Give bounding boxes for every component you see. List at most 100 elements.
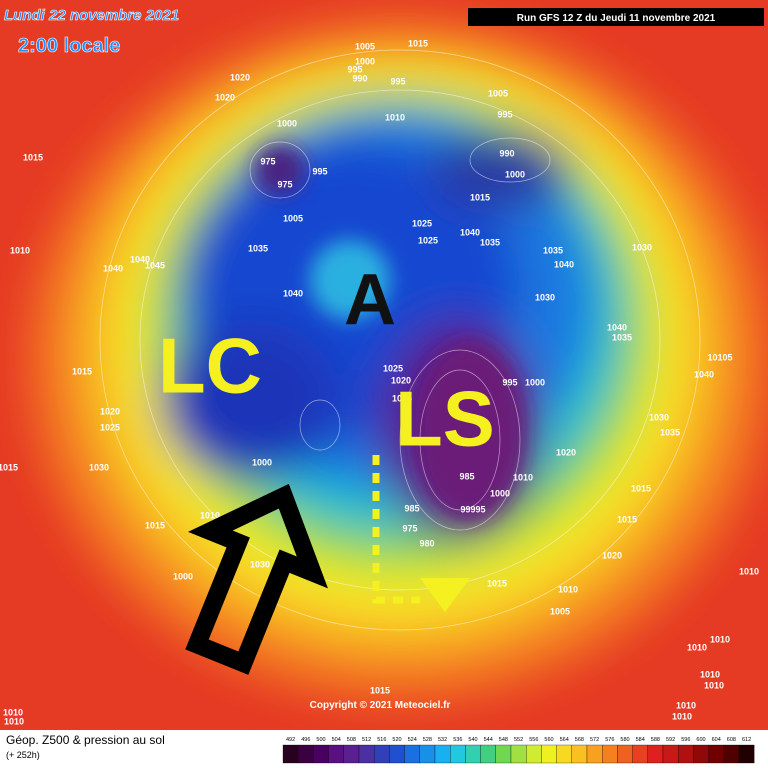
pressure-label: 1010 bbox=[704, 680, 724, 690]
colorbar-label: 496 bbox=[301, 737, 310, 743]
pressure-label: 1020 bbox=[100, 406, 120, 416]
dotted-path bbox=[372, 455, 420, 604]
colorbar-swatch bbox=[617, 744, 633, 764]
colorbar-swatch bbox=[647, 744, 664, 764]
pressure-label: 1010 bbox=[700, 669, 720, 679]
colorbar-swatch bbox=[404, 744, 420, 764]
colorbar-label: 516 bbox=[377, 737, 386, 743]
header: Lundi 22 novembre 2021 2:00 locale Run G… bbox=[4, 7, 764, 57]
annotations: LC A LS bbox=[158, 260, 495, 675]
pressure-label: 1040 bbox=[607, 322, 627, 332]
colorbar-swatch bbox=[738, 744, 755, 764]
copyright: Copyright © 2021 Meteociel.fr bbox=[310, 700, 451, 711]
pressure-label: 975 bbox=[260, 156, 275, 166]
pressure-label: 1015 bbox=[145, 520, 165, 530]
colorbar-label: 608 bbox=[727, 737, 736, 743]
pressure-label: 1035 bbox=[248, 243, 268, 253]
pressure-label: 1045 bbox=[145, 260, 165, 270]
pressure-label: 1005 bbox=[283, 213, 303, 223]
colorbar-swatch bbox=[343, 744, 360, 764]
colorbar-label: 548 bbox=[499, 737, 508, 743]
pressure-label: 1010 bbox=[687, 642, 707, 652]
colorbar-label: 552 bbox=[514, 737, 523, 743]
pressure-label: 1025 bbox=[100, 422, 120, 432]
map-background bbox=[0, 0, 768, 730]
colorbar-label: 512 bbox=[362, 737, 371, 743]
colorbar-swatch bbox=[419, 744, 436, 764]
colorbar-label: 568 bbox=[575, 737, 584, 743]
time: 2:00 locale bbox=[18, 35, 120, 57]
pressure-label: 1035 bbox=[612, 332, 632, 342]
colorbar-label: 612 bbox=[742, 737, 751, 743]
run-box bbox=[468, 8, 764, 26]
pressure-label: 985 bbox=[404, 503, 419, 513]
pressure-label: 1040 bbox=[283, 288, 303, 298]
pressure-label: 1005 bbox=[550, 606, 570, 616]
colorbar-swatch bbox=[662, 744, 679, 764]
pressure-label: 990 bbox=[499, 148, 514, 158]
pressure-label: 990 bbox=[352, 73, 367, 83]
pressure-label: 985 bbox=[459, 471, 474, 481]
colorbar-swatch bbox=[723, 744, 740, 764]
pressure-label: 1000 bbox=[277, 118, 297, 128]
pressure-label: 1025 bbox=[392, 393, 412, 403]
colorbar-swatch bbox=[632, 744, 648, 764]
pressure-label: 1015 bbox=[487, 578, 507, 588]
colorbar-swatch bbox=[495, 744, 512, 764]
colorbar-swatch bbox=[556, 744, 572, 764]
colorbar-swatch bbox=[678, 744, 694, 764]
arrow bbox=[185, 483, 328, 675]
pressure-label: 1030 bbox=[250, 559, 270, 569]
pressure-label: 1005 bbox=[488, 88, 508, 98]
colorbar-label: 600 bbox=[696, 737, 705, 743]
footer-title: Géop. Z500 & pression au sol bbox=[6, 733, 165, 747]
colorbar-label: 504 bbox=[332, 737, 341, 743]
colorbar-label: 572 bbox=[590, 737, 599, 743]
annotation-lc: LC bbox=[158, 322, 262, 410]
pressure-label: 1010 bbox=[4, 716, 24, 726]
pressure-label: 1000 bbox=[173, 571, 193, 581]
pressure-label: 1030 bbox=[649, 412, 669, 422]
pressure-label: 1015 bbox=[617, 514, 637, 524]
pressure-label: 1005 bbox=[355, 41, 375, 51]
pressure-label: 1000 bbox=[490, 488, 510, 498]
pressure-label: 995 bbox=[390, 76, 405, 86]
colorbar-swatch bbox=[510, 744, 527, 764]
colorbar-label: 540 bbox=[468, 737, 477, 743]
pressure-label: 1010 bbox=[3, 707, 23, 717]
colorbar-label: 532 bbox=[438, 737, 447, 743]
colorbar-swatch bbox=[374, 744, 390, 764]
colorbar-swatch bbox=[571, 744, 588, 764]
colorbar-label: 536 bbox=[453, 737, 462, 743]
colorbar-label: 524 bbox=[408, 737, 417, 743]
colorbar-swatch bbox=[602, 744, 618, 764]
pressure-label: 1010 bbox=[710, 634, 730, 644]
colorbar-swatch bbox=[313, 744, 329, 764]
pressure-label: 99995 bbox=[460, 504, 485, 514]
pressure-label: 1025 bbox=[383, 363, 403, 373]
colorbar-swatch bbox=[708, 744, 724, 764]
pressure-label: 1000 bbox=[252, 457, 272, 467]
pressure-label: 1010 bbox=[672, 711, 692, 721]
colorbar-label: 576 bbox=[605, 737, 614, 743]
colorbar-label: 596 bbox=[681, 737, 690, 743]
pressure-label: 1030 bbox=[89, 462, 109, 472]
colorbar-label: 604 bbox=[712, 737, 721, 743]
pressure-label: 1040 bbox=[103, 263, 123, 273]
footer: Géop. Z500 & pression au sol (+ 252h) 49… bbox=[0, 730, 768, 768]
colorbar-swatch bbox=[480, 744, 496, 764]
pressure-label: 1010 bbox=[513, 472, 533, 482]
date: Lundi 22 novembre 2021 bbox=[4, 7, 179, 24]
pressure-label: 1010 bbox=[676, 700, 696, 710]
pressure-label: 1015 bbox=[23, 152, 43, 162]
colorbar-swatch bbox=[450, 744, 466, 764]
colorbar-swatch bbox=[693, 744, 709, 764]
colorbar-swatch bbox=[298, 744, 314, 764]
pressure-label: 1020 bbox=[602, 550, 622, 560]
pressure-label: 1020 bbox=[230, 72, 250, 82]
footer-lead: (+ 252h) bbox=[6, 750, 40, 760]
pressure-label: 1010 bbox=[200, 510, 220, 520]
pressure-label: 1000 bbox=[355, 56, 375, 66]
pressure-label: 1015 bbox=[0, 462, 18, 472]
